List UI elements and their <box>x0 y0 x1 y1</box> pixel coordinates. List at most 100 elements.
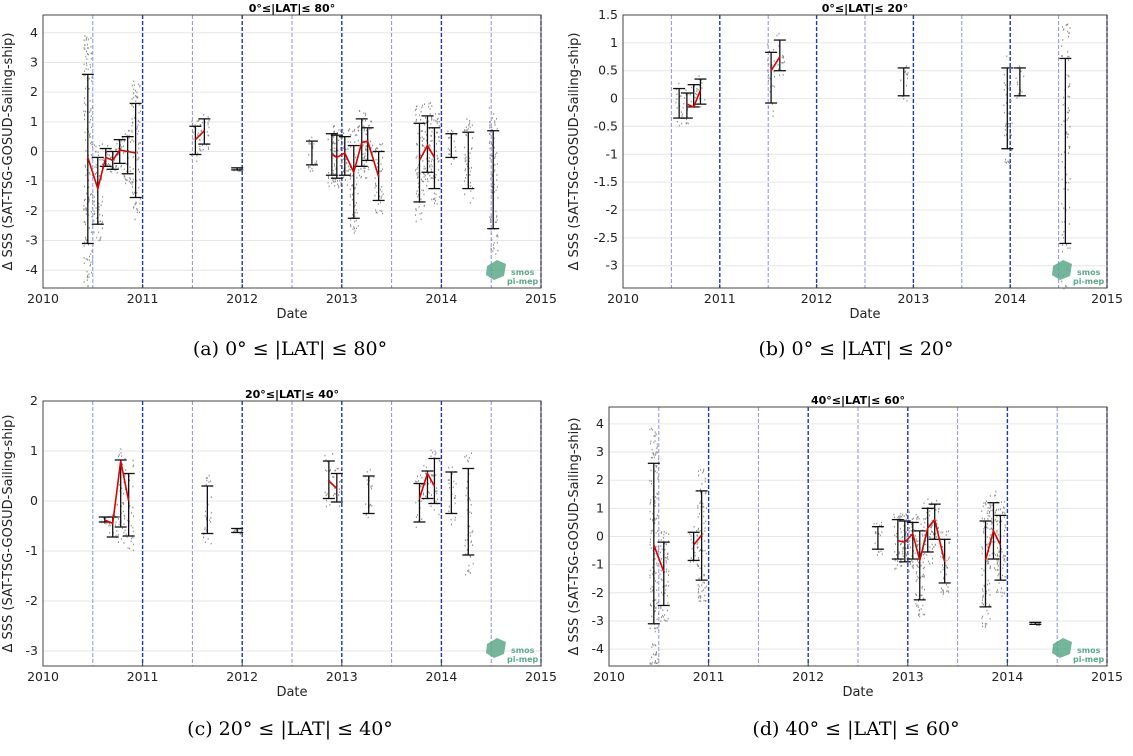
scatter-point <box>654 605 656 608</box>
scatter-point <box>675 88 677 91</box>
scatter-point <box>922 535 924 537</box>
scatter-point <box>85 213 87 215</box>
scatter-point <box>1004 111 1006 114</box>
scatter-point <box>96 171 98 174</box>
scatter-point <box>336 180 338 182</box>
scatter-point <box>416 172 418 175</box>
scatter-point <box>989 594 991 596</box>
scatter-point <box>84 223 86 225</box>
scatter-point <box>417 132 419 135</box>
scatter-point <box>911 559 913 562</box>
scatter-point <box>489 140 491 143</box>
chart-title: 0°≤|LAT|≤ 20° <box>822 2 908 15</box>
scatter-point <box>915 580 917 583</box>
scatter-point <box>881 521 883 524</box>
scatter-point <box>118 484 120 486</box>
scatter-point <box>701 82 703 84</box>
scatter-point <box>450 163 452 165</box>
scatter-point <box>341 125 343 127</box>
scatter-point <box>494 183 496 186</box>
scatter-point <box>995 518 997 521</box>
scatter-point <box>376 147 378 149</box>
scatter-point <box>435 490 437 493</box>
scatter-point <box>375 158 377 161</box>
scatter-point <box>1068 85 1070 87</box>
scatter-point <box>924 553 926 555</box>
scatter-point <box>426 120 428 123</box>
scatter-point <box>332 135 334 138</box>
scatter-point <box>466 509 468 511</box>
scatter-point <box>137 158 139 161</box>
scatter-point <box>1003 73 1005 76</box>
scatter-point <box>433 474 435 477</box>
scatter-point <box>1061 153 1063 156</box>
scatter-point <box>85 238 87 241</box>
scatter-point <box>704 530 706 532</box>
scatter-point <box>83 39 85 42</box>
scatter-point <box>655 496 657 498</box>
scatter-point <box>678 124 680 127</box>
scatter-point <box>132 506 134 509</box>
median-line <box>104 460 130 525</box>
scatter-point <box>1065 181 1067 184</box>
scatter-point <box>417 171 419 174</box>
scatter-point <box>335 469 337 472</box>
scatter-point <box>697 591 699 594</box>
scatter-point <box>981 574 983 576</box>
scatter-point <box>340 128 342 131</box>
median-line <box>87 149 136 192</box>
scatter-point <box>84 87 86 90</box>
scatter-point <box>901 565 903 567</box>
scatter-point <box>915 513 917 516</box>
scatter-point <box>490 178 492 180</box>
scatter-point <box>348 128 350 130</box>
scatter-point <box>491 175 493 177</box>
scatter-point <box>926 511 928 514</box>
scatter-point <box>234 529 236 532</box>
scatter-point <box>916 605 918 607</box>
scatter-point <box>1067 188 1069 191</box>
scatter-point <box>108 154 110 156</box>
scatter-point <box>685 93 687 96</box>
scatter-point <box>429 144 431 147</box>
scatter-point <box>982 590 984 592</box>
scatter-point <box>900 559 902 562</box>
scatter-point <box>687 108 689 110</box>
scatter-point <box>652 566 654 569</box>
scatter-point <box>433 202 435 205</box>
scatter-point <box>654 611 656 613</box>
scatter-point <box>468 124 470 126</box>
y-tick-label: 3 <box>30 54 38 69</box>
scatter-point <box>350 225 352 228</box>
x-tick-label: 2015 <box>1091 669 1123 684</box>
scatter-point <box>989 538 991 541</box>
scatter-point <box>124 515 126 518</box>
scatter-point <box>337 467 339 470</box>
scatter-point <box>438 196 440 198</box>
scatter-point <box>997 553 999 556</box>
scatter-point <box>198 139 200 141</box>
scatter-point <box>139 85 141 88</box>
scatter-point <box>83 63 85 66</box>
scatter-point <box>1069 83 1071 85</box>
scatter-point <box>930 526 932 528</box>
scatter-point <box>942 556 944 559</box>
scatter-point <box>88 179 90 182</box>
scatter-point <box>375 184 377 187</box>
scatter-point <box>489 130 491 133</box>
scatter-point <box>207 538 209 540</box>
scatter-point <box>416 190 418 192</box>
y-tick-label: -2 <box>26 593 38 608</box>
scatter-point <box>655 531 657 534</box>
scatter-point <box>687 122 689 125</box>
scatter-point <box>929 514 931 517</box>
scatter-point <box>203 536 205 539</box>
scatter-point <box>692 560 694 563</box>
scatter-point <box>651 661 653 664</box>
scatter-point <box>415 120 417 123</box>
scatter-point <box>916 516 918 519</box>
scatter-point <box>916 565 918 568</box>
scatter-point <box>700 600 702 602</box>
scatter-point <box>700 79 702 81</box>
scatter-point <box>930 526 932 529</box>
